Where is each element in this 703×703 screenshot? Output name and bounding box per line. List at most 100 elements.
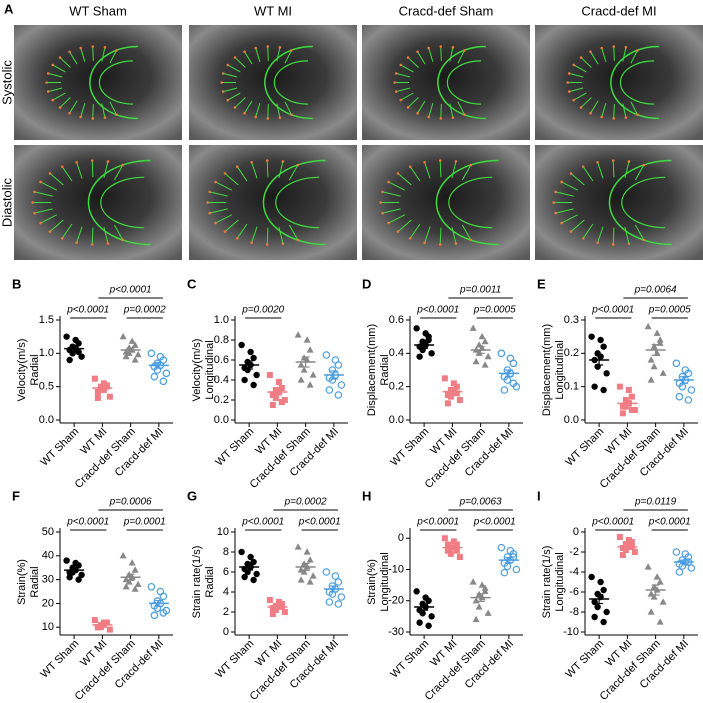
tracking-point — [572, 98, 576, 102]
strain-vector — [234, 57, 246, 68]
data-point — [619, 410, 626, 417]
strain-vector — [113, 164, 124, 181]
data-point — [269, 611, 276, 617]
y-tick-label: 10 — [217, 526, 229, 538]
tracking-point — [266, 117, 270, 120]
tracking-point — [281, 242, 285, 245]
data-point — [131, 356, 139, 363]
tracking-point — [208, 190, 211, 194]
strain-vector — [439, 160, 442, 178]
tracking-point — [79, 115, 83, 119]
data-point — [653, 329, 661, 336]
y-tick-label: 1.0 — [39, 347, 54, 359]
strain-vector — [590, 51, 599, 65]
y-tick-label: -4 — [569, 566, 579, 578]
data-point — [453, 547, 460, 554]
tracking-point — [51, 63, 55, 67]
data-point — [453, 541, 460, 548]
tracking-point — [572, 63, 576, 67]
y-tick-label: 0.4 — [389, 347, 404, 359]
data-point — [328, 376, 337, 384]
data-point — [441, 375, 448, 382]
data-point — [94, 389, 101, 395]
strain-vector — [69, 51, 78, 65]
panel-label: I — [537, 488, 541, 503]
data-point — [247, 553, 254, 561]
data-point — [147, 349, 156, 358]
tracking-point — [290, 113, 293, 116]
strain-vector — [388, 214, 405, 224]
tracking-point — [451, 116, 455, 119]
tracking-point — [600, 46, 604, 50]
strain-vector — [244, 51, 253, 65]
data-point — [278, 399, 285, 405]
panel-label: E — [537, 276, 546, 291]
strain-vector — [555, 191, 574, 197]
tracking-point — [226, 63, 230, 67]
data-point — [328, 590, 337, 598]
data-point — [75, 562, 82, 569]
strain-vector — [80, 103, 86, 118]
y-tick-label: -10 — [388, 563, 404, 575]
tracking-point — [266, 45, 270, 48]
data-point — [119, 332, 127, 340]
data-point — [309, 371, 317, 378]
tracking-point — [221, 90, 225, 93]
y-tick-label: 4 — [223, 586, 229, 598]
strain-vector — [101, 103, 106, 118]
y-tick-label: 0.6 — [214, 354, 229, 366]
strain-vector — [461, 224, 472, 241]
strain-vector — [267, 46, 269, 61]
strain-vector — [630, 50, 638, 64]
strain-vector — [561, 181, 578, 191]
strain-vector — [582, 223, 594, 239]
strain-vector — [101, 47, 106, 62]
strain-vector — [449, 47, 454, 62]
tracking-point — [600, 115, 604, 119]
tracking-point — [396, 230, 400, 233]
tracking-point — [265, 159, 269, 162]
y-tick-label: -30 — [388, 626, 404, 638]
data-point — [481, 584, 489, 591]
tracking-point — [206, 201, 209, 204]
column-header: Cracd-def Sham — [399, 3, 494, 18]
y-axis-label: Longitudinal — [554, 340, 566, 399]
y-axis-label: Strain rate(1/s) — [191, 546, 203, 619]
strain-vector — [634, 164, 645, 181]
strain-vector — [76, 226, 83, 243]
data-point — [509, 379, 518, 388]
tracking-point — [233, 56, 237, 59]
strain-vector — [428, 103, 434, 118]
strain-vector — [561, 214, 578, 224]
tracking-point — [90, 159, 94, 162]
y-tick-label: 0.0 — [564, 414, 579, 426]
strain-vector — [397, 173, 412, 186]
data-point — [478, 332, 486, 340]
tracking-point — [381, 211, 384, 215]
data-point — [588, 333, 595, 340]
data-point — [472, 357, 480, 365]
strain-vector — [92, 104, 94, 119]
tracking-point — [48, 230, 52, 233]
tracking-point — [451, 46, 455, 49]
data-point — [616, 383, 623, 390]
data-point — [672, 359, 681, 368]
data-point — [475, 341, 483, 348]
p-value: p=0.0011 — [459, 285, 501, 296]
data-point — [134, 580, 142, 587]
tracking-point — [233, 106, 237, 109]
data-point — [272, 395, 279, 401]
data-point — [425, 597, 432, 604]
contour — [100, 176, 145, 229]
data-point — [241, 376, 248, 384]
data-point — [122, 352, 130, 360]
data-point — [66, 356, 73, 364]
x-tick-label: WT Sham — [213, 638, 256, 681]
x-tick-label: WT Sham — [38, 426, 81, 469]
p-value: p=0.0002 — [284, 497, 327, 508]
x-tick-label: WT Sham — [38, 638, 81, 681]
strain-vector — [288, 224, 299, 241]
strain-vector — [601, 47, 607, 62]
strain-vector — [251, 162, 258, 179]
data-point — [616, 534, 623, 540]
